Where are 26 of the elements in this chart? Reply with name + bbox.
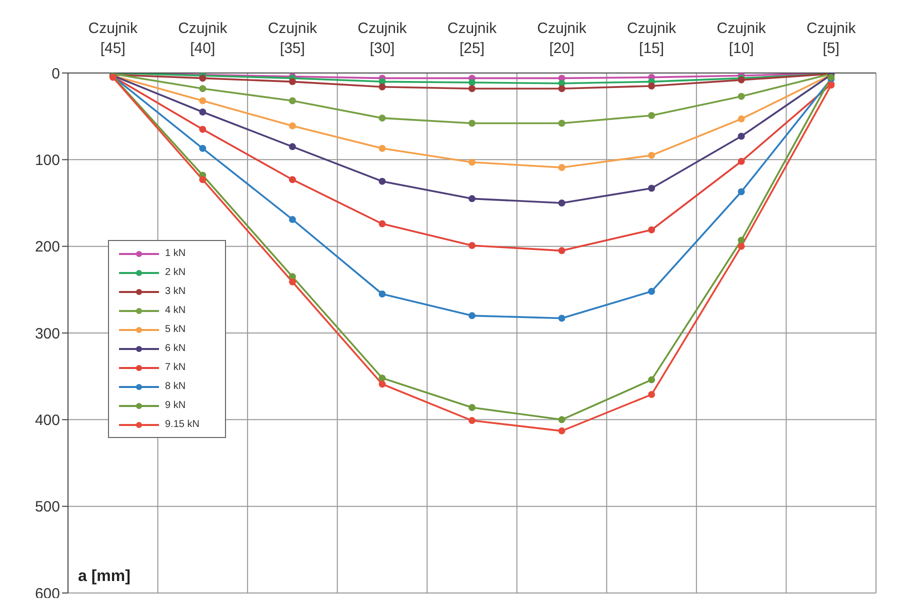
legend-label: 9 kN bbox=[165, 398, 186, 412]
legend-label: 8 kN bbox=[165, 380, 186, 394]
x-tick-label: Czujnik [10] bbox=[716, 20, 766, 57]
y-tick-label: 500 bbox=[34, 498, 60, 516]
y-axis-title: a [mm] bbox=[78, 568, 130, 585]
x-tick-label: Czujnik [15] bbox=[626, 20, 677, 57]
legend-label: 2 kN bbox=[165, 266, 186, 280]
y-tick-label: 100 bbox=[34, 152, 60, 169]
legend-label: 6 kN bbox=[165, 342, 186, 356]
x-tick-label: Czujnik [45] bbox=[88, 20, 138, 57]
y-tick-label: 0 bbox=[52, 65, 60, 82]
x-tick-label: Czujnik [20] bbox=[537, 20, 587, 57]
legend-label: 5 kN bbox=[165, 322, 186, 336]
y-tick-label: 400 bbox=[34, 412, 60, 429]
legend-label: 7 kN bbox=[165, 360, 186, 374]
legend-label: 3 kN bbox=[165, 284, 186, 298]
legend-label: 1 kN bbox=[165, 246, 186, 260]
x-tick-label: Czujnik [25] bbox=[447, 20, 498, 57]
x-tick-label: Czujnik [40] bbox=[178, 20, 228, 57]
x-tick-label: Czujnik [30] bbox=[358, 20, 408, 57]
legend-label: 4 kN bbox=[165, 304, 186, 318]
y-tick-label: 200 bbox=[34, 238, 60, 256]
x-tick-label: Czujnik [5] bbox=[806, 20, 856, 57]
x-tick-label: Czujnik [35] bbox=[268, 20, 318, 57]
y-tick-label: 300 bbox=[34, 325, 60, 342]
legend-label: 9.15 kN bbox=[165, 418, 200, 432]
